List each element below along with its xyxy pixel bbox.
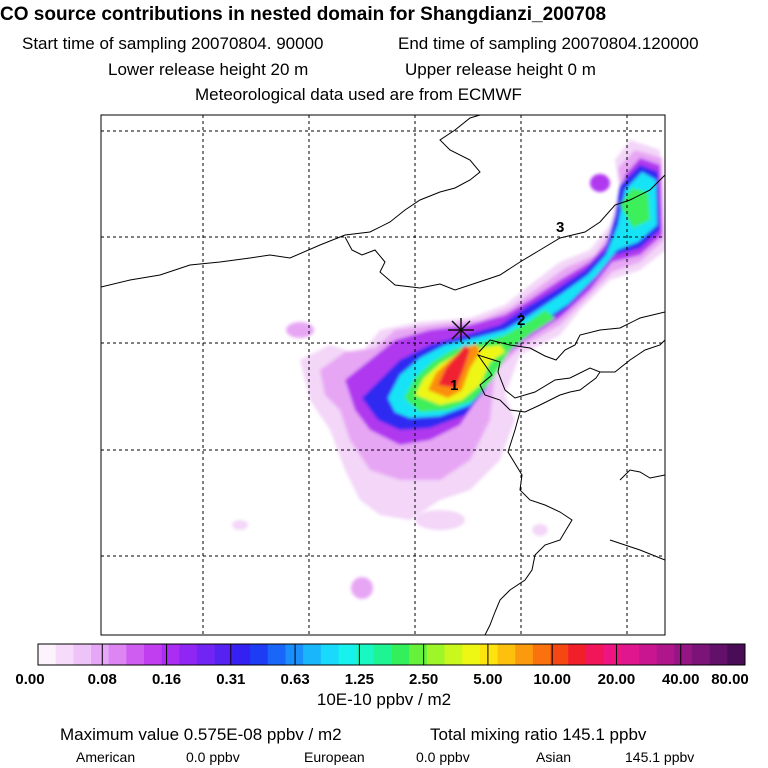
border-line bbox=[344, 174, 665, 291]
region-marker-2: 2 bbox=[517, 312, 525, 329]
colorbar-swatch bbox=[479, 644, 499, 665]
meteo-label: Meteorological data used are from ECMWF bbox=[195, 85, 522, 104]
colorbar-tick-label: 10.00 bbox=[533, 671, 571, 688]
colorbar-tick-label: 0.00 bbox=[15, 671, 44, 688]
colorbar-tick-label: 0.31 bbox=[216, 671, 245, 688]
colorbar-swatch bbox=[55, 644, 74, 665]
chart-title: CO source contributions in nested domain… bbox=[0, 4, 607, 25]
end-time-label: End time of sampling 20070804.120000 bbox=[398, 34, 699, 53]
plume-blob bbox=[351, 577, 373, 599]
colorbar-swatch bbox=[691, 644, 711, 665]
colorbar-swatch bbox=[91, 644, 110, 665]
colorbar-tick-label: 1.25 bbox=[345, 671, 374, 688]
american-label: American bbox=[76, 749, 136, 765]
colorbar-frame bbox=[37, 643, 746, 666]
receptor-cross-icon bbox=[448, 318, 474, 342]
colorbar-swatch bbox=[656, 644, 675, 665]
upper-release-label: Upper release height 0 m bbox=[405, 60, 596, 79]
region-marker-1: 1 bbox=[450, 377, 458, 394]
colorbar-tick-labels: 0.00 0.08 0.16 0.31 0.63 1.25 2.50 5.00 10.00 20.… bbox=[15, 671, 748, 688]
colorbar-swatch bbox=[426, 644, 446, 665]
colorbar-swatch bbox=[38, 644, 57, 665]
colorbar-swatch bbox=[709, 644, 728, 665]
american-value: 0.0 ppbv bbox=[186, 749, 240, 765]
maximum-value-label: Maximum value 0.575E-08 ppbv / m2 bbox=[60, 725, 342, 744]
colorbar-swatch bbox=[303, 644, 322, 665]
colorbar-tick-label: 0.63 bbox=[280, 671, 309, 688]
start-time-label: Start time of sampling 20070804. 90000 bbox=[22, 34, 324, 53]
coastlines bbox=[101, 115, 665, 635]
map-frame bbox=[100, 114, 666, 636]
plume-blob bbox=[415, 510, 465, 530]
colorbar-swatch bbox=[444, 644, 463, 665]
colorbar-swatch bbox=[409, 644, 428, 665]
colorbar-swatch bbox=[462, 644, 481, 665]
colorbar-tick-label: 0.08 bbox=[88, 671, 117, 688]
colorbar-swatch bbox=[285, 644, 304, 665]
colorbar-swatch bbox=[585, 644, 605, 665]
coastline bbox=[619, 469, 665, 481]
colorbar-swatch bbox=[356, 644, 375, 665]
asian-label: Asian bbox=[536, 749, 572, 765]
colorbar-swatch bbox=[497, 644, 516, 665]
colorbar-tick-label: 20.00 bbox=[598, 671, 636, 688]
colorbar-swatch bbox=[197, 644, 216, 665]
colorbar bbox=[37, 643, 746, 666]
colorbar-units-label: 10E-10 ppbv / m2 bbox=[316, 690, 452, 709]
colorbar-swatch bbox=[232, 644, 251, 665]
coastline bbox=[484, 411, 573, 635]
plume-blob bbox=[232, 520, 248, 530]
colorbar-swatch bbox=[373, 644, 392, 665]
colorbar-swatch bbox=[214, 644, 233, 665]
colorbar-tick-label: 5.00 bbox=[473, 671, 502, 688]
european-label: European bbox=[304, 749, 365, 765]
colorbar-tick-label: 40.00 bbox=[662, 671, 700, 688]
coastline bbox=[478, 311, 665, 361]
colorbar-swatch bbox=[532, 644, 552, 665]
colorbar-swatch bbox=[603, 644, 622, 665]
colorbar-swatch bbox=[320, 644, 339, 665]
colorbar-swatch bbox=[638, 644, 658, 665]
colorbar-swatch bbox=[515, 644, 534, 665]
colorbar-swatch bbox=[391, 644, 410, 665]
colorbar-tick-label: 2.50 bbox=[409, 671, 438, 688]
colorbar-swatch bbox=[126, 644, 145, 665]
colorbar-swatch bbox=[338, 644, 357, 665]
colorbar-swatch bbox=[621, 644, 640, 665]
plume-blob bbox=[532, 524, 548, 536]
coastline bbox=[609, 539, 665, 561]
plume-blob bbox=[286, 322, 314, 338]
asian-value: 145.1 ppbv bbox=[625, 749, 695, 765]
colorbar-tick-label: 80.00 bbox=[711, 671, 749, 688]
total-mixing-ratio-label: Total mixing ratio 145.1 ppbv bbox=[430, 725, 647, 744]
colorbar-tick-label: 0.16 bbox=[152, 671, 181, 688]
colorbar-swatch bbox=[568, 644, 587, 665]
coastline bbox=[600, 339, 665, 373]
plume-layer bbox=[232, 140, 665, 599]
colorbar-swatch bbox=[144, 644, 163, 665]
colorbar-swatch bbox=[73, 644, 92, 665]
colorbar-swatch bbox=[727, 644, 746, 665]
plume-contour-red bbox=[438, 345, 470, 388]
colorbar-swatch bbox=[161, 644, 180, 665]
european-value: 0.0 ppbv bbox=[416, 749, 470, 765]
lower-release-label: Lower release height 20 m bbox=[108, 60, 309, 79]
colorbar-swatch bbox=[108, 644, 127, 665]
colorbar-swatch bbox=[550, 644, 569, 665]
plume-blob bbox=[590, 174, 610, 192]
colorbar-swatch bbox=[267, 644, 286, 665]
colorbar-swatch bbox=[179, 644, 198, 665]
colorbar-swatch bbox=[674, 644, 693, 665]
coastline bbox=[476, 354, 601, 413]
region-marker-3: 3 bbox=[556, 219, 564, 236]
border-line bbox=[101, 115, 481, 288]
gridlines bbox=[101, 115, 665, 635]
colorbar-swatch bbox=[250, 644, 269, 665]
